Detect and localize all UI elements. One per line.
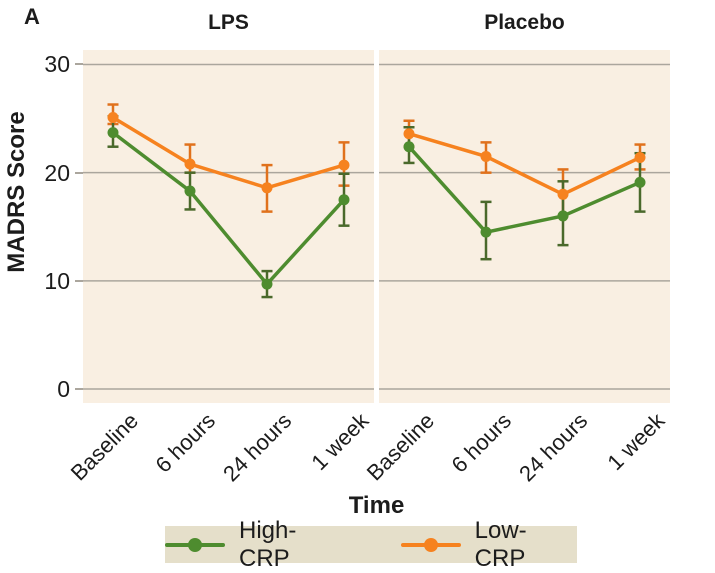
error-bars-high-crp bbox=[403, 125, 646, 261]
x-tick-label: 6 hours bbox=[446, 408, 516, 478]
y-tick-mark bbox=[75, 63, 83, 66]
error-bars-low-crp bbox=[403, 119, 646, 218]
series-line-high-crp bbox=[111, 131, 346, 287]
high-crp-dot-icon bbox=[188, 537, 202, 552]
series-line-low-crp bbox=[112, 116, 345, 190]
legend-label-low-crp: Low-CRP bbox=[474, 516, 527, 572]
facet-plot-svg bbox=[379, 63, 670, 390]
low-crp-dot-icon bbox=[423, 537, 438, 552]
plot-panel-placebo bbox=[379, 50, 670, 403]
figure-letter-label: A bbox=[24, 4, 40, 29]
facet-plot-svg bbox=[83, 63, 374, 390]
high-crp-line-key-icon bbox=[165, 537, 225, 552]
y-tick-mark bbox=[75, 171, 83, 174]
x-axis-label: Time bbox=[348, 492, 405, 519]
x-tick-label: 6 hours bbox=[150, 408, 220, 478]
facet-title-lps: LPS bbox=[208, 11, 249, 34]
y-tick-mark bbox=[75, 279, 83, 282]
series-points-high-crp bbox=[107, 127, 350, 290]
series-points-high-crp bbox=[403, 141, 646, 238]
x-tick-label: 24 hours bbox=[218, 408, 297, 487]
x-tick-label: Baseline bbox=[65, 408, 143, 486]
x-tick-label: 1 week bbox=[602, 408, 670, 475]
series-points-low-crp bbox=[403, 128, 646, 200]
y-axis-label: MADRS Score bbox=[3, 111, 30, 273]
y-tick-label: 10 bbox=[44, 267, 70, 294]
x-tick-label: Baseline bbox=[361, 408, 439, 486]
x-tick-label: 24 hours bbox=[514, 408, 593, 487]
y-tick-label: 20 bbox=[44, 159, 70, 186]
legend-entry-high-crp: High-CRP bbox=[165, 517, 347, 573]
y-tick-mark bbox=[75, 388, 83, 390]
legend: High-CRP Low-CRP bbox=[165, 517, 577, 572]
low-crp-line-key-icon bbox=[400, 537, 461, 552]
legend-label-high-crp: High-CRP bbox=[239, 516, 297, 572]
error-bars-high-crp bbox=[107, 115, 350, 299]
series-line-low-crp bbox=[408, 132, 641, 197]
plot-panel-lps bbox=[83, 50, 374, 403]
y-tick-label: 30 bbox=[44, 51, 70, 78]
legend-entry-low-crp: Low-CRP bbox=[400, 516, 577, 573]
series-points-low-crp bbox=[107, 112, 350, 194]
y-tick-label: 0 bbox=[57, 376, 70, 402]
facet-title-placebo: Placebo bbox=[484, 11, 565, 34]
series-line-high-crp bbox=[407, 145, 641, 235]
